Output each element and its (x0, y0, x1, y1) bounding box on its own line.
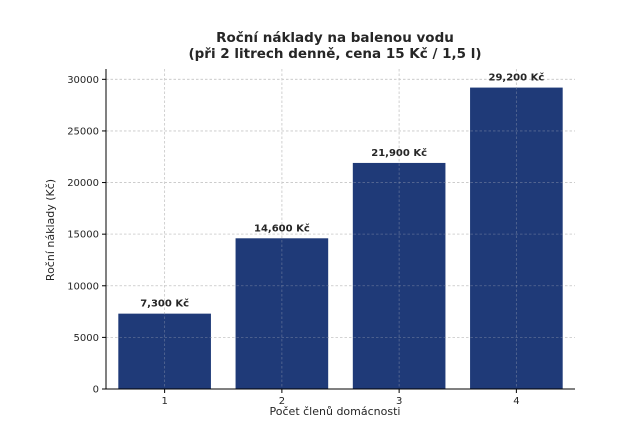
chart-title: Roční náklady na balenou vodu (při 2 lit… (188, 30, 481, 62)
y-tick-label: 10000 (67, 281, 99, 292)
data-label: 21,900 Kč (371, 147, 427, 159)
chart-title-line-2: (při 2 litrech denně, cena 15 Kč / 1,5 l… (188, 46, 481, 62)
y-tick-label: 5000 (74, 333, 99, 344)
y-axis-label: Roční náklady (Kč) (44, 179, 57, 281)
bar (118, 313, 211, 389)
x-tick-label: 2 (279, 396, 285, 407)
y-tick-label: 30000 (67, 75, 99, 86)
data-label: 29,200 Kč (489, 72, 545, 84)
chart-title-line-1: Roční náklady na balenou vodu (216, 30, 454, 46)
data-label: 7,300 Kč (140, 298, 189, 310)
y-tick-label: 15000 (67, 230, 99, 241)
y-tick-label: 0 (93, 385, 99, 396)
y-tick-label: 25000 (67, 126, 99, 137)
bar (235, 238, 329, 389)
x-tick-label: 4 (513, 396, 519, 407)
y-tick-label: 20000 (67, 178, 99, 189)
bars (118, 87, 563, 390)
bar (470, 87, 563, 390)
bar (352, 162, 446, 389)
x-tick-label: 3 (396, 396, 402, 407)
x-axis-label: Počet členů domácnosti (270, 405, 401, 418)
x-tick-label: 1 (161, 396, 167, 407)
axes: 0 5000 10000 15000 20000 25000 30000 1 2 3 4 (67, 69, 575, 407)
data-label: 14,600 Kč (254, 222, 310, 234)
